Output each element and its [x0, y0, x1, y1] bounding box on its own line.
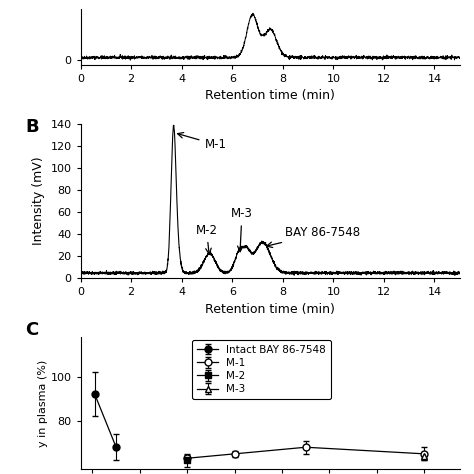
Y-axis label: y in plasma (%): y in plasma (%) — [38, 360, 48, 447]
X-axis label: Retention time (min): Retention time (min) — [205, 89, 335, 102]
Text: BAY 86-7548: BAY 86-7548 — [267, 226, 360, 247]
Text: C: C — [26, 321, 39, 339]
X-axis label: Retention time (min): Retention time (min) — [205, 302, 335, 316]
Legend: Intact BAY 86-7548, M-1, M-2, M-3: Intact BAY 86-7548, M-1, M-2, M-3 — [192, 340, 331, 400]
Y-axis label: Intensity (mV): Intensity (mV) — [32, 156, 45, 245]
Text: M-1: M-1 — [178, 133, 227, 151]
Text: B: B — [26, 118, 39, 136]
Text: M-2: M-2 — [196, 224, 218, 254]
Text: M-3: M-3 — [231, 207, 253, 252]
